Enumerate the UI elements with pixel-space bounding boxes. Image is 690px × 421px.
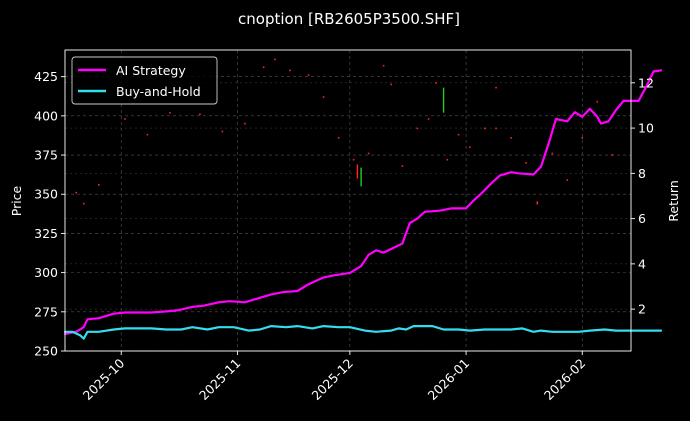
y-axis-left-label: Price <box>9 185 24 216</box>
series-line-ai-strategy <box>63 69 663 336</box>
y-tick-label-right: 2 <box>638 302 646 317</box>
y-tick-label-right: 4 <box>638 256 646 271</box>
price-dot <box>75 191 78 194</box>
y-axis-right-label: Return <box>666 180 681 221</box>
price-dot <box>469 146 471 148</box>
chart-title: cnoption [RB2605P3500.SHF] <box>238 10 460 28</box>
price-dot <box>262 66 265 69</box>
price-dot <box>427 118 430 120</box>
price-dot <box>337 136 340 139</box>
y-tick-label-left: 350 <box>34 187 58 202</box>
price-dot <box>446 158 449 161</box>
price-dot <box>495 86 497 89</box>
y-tick-label-left: 325 <box>34 226 58 241</box>
legend-label-buy-and-hold: Buy-and-Hold <box>116 84 201 99</box>
price-dot <box>566 179 569 181</box>
price-dot <box>244 122 246 125</box>
price-dot <box>199 113 201 116</box>
price-dot <box>484 127 486 130</box>
price-dot <box>221 130 224 133</box>
price-dot <box>322 96 325 98</box>
price-dot <box>382 64 385 67</box>
chart-marks <box>75 58 614 205</box>
price-dot <box>581 136 584 139</box>
price-dot <box>510 136 512 139</box>
price-dot <box>169 111 171 114</box>
y-tick-label-left: 275 <box>34 304 58 319</box>
price-dot <box>416 127 419 130</box>
price-dot <box>551 152 554 155</box>
price-dot <box>536 202 539 205</box>
price-dot <box>97 184 100 186</box>
y-tick-label-right: 8 <box>638 166 646 181</box>
y-tick-label-left: 250 <box>34 344 58 359</box>
price-dot <box>536 201 539 203</box>
series-lines <box>63 69 663 340</box>
price-dot <box>352 158 355 161</box>
y-tick-label-left: 400 <box>34 108 58 123</box>
series-line-buy-and-hold <box>63 325 663 340</box>
legend-label-ai-strategy: AI Strategy <box>116 63 186 78</box>
price-dot <box>390 83 392 86</box>
price-dot <box>495 127 497 130</box>
price-dot <box>274 58 276 61</box>
price-dot <box>82 202 85 205</box>
y-tick-label-left: 425 <box>34 69 58 84</box>
legend: AI Strategy Buy-and-Hold <box>71 56 218 105</box>
price-dot <box>435 82 437 84</box>
price-dot <box>611 154 614 156</box>
price-dot <box>289 69 291 72</box>
y-tick-label-left: 375 <box>34 148 58 163</box>
y-tick-label-right: 10 <box>638 121 654 136</box>
legend-box <box>71 56 218 105</box>
y-tick-label-right: 12 <box>638 75 654 90</box>
price-dot <box>367 152 370 155</box>
y-tick-label-left: 300 <box>34 265 58 280</box>
price-dot <box>596 100 599 103</box>
y-axis-right: 2 4 6 8 10 12 <box>631 75 654 317</box>
price-dot <box>525 162 527 164</box>
price-dot <box>307 74 310 76</box>
plot-frame <box>64 49 632 352</box>
price-dot <box>124 118 126 120</box>
y-tick-label-right: 6 <box>638 211 646 226</box>
price-dot <box>146 133 149 136</box>
price-dot <box>401 165 404 167</box>
y-axis-left: 250 275 300 325 350 375 400 425 <box>34 69 65 359</box>
price-dot <box>457 133 460 136</box>
